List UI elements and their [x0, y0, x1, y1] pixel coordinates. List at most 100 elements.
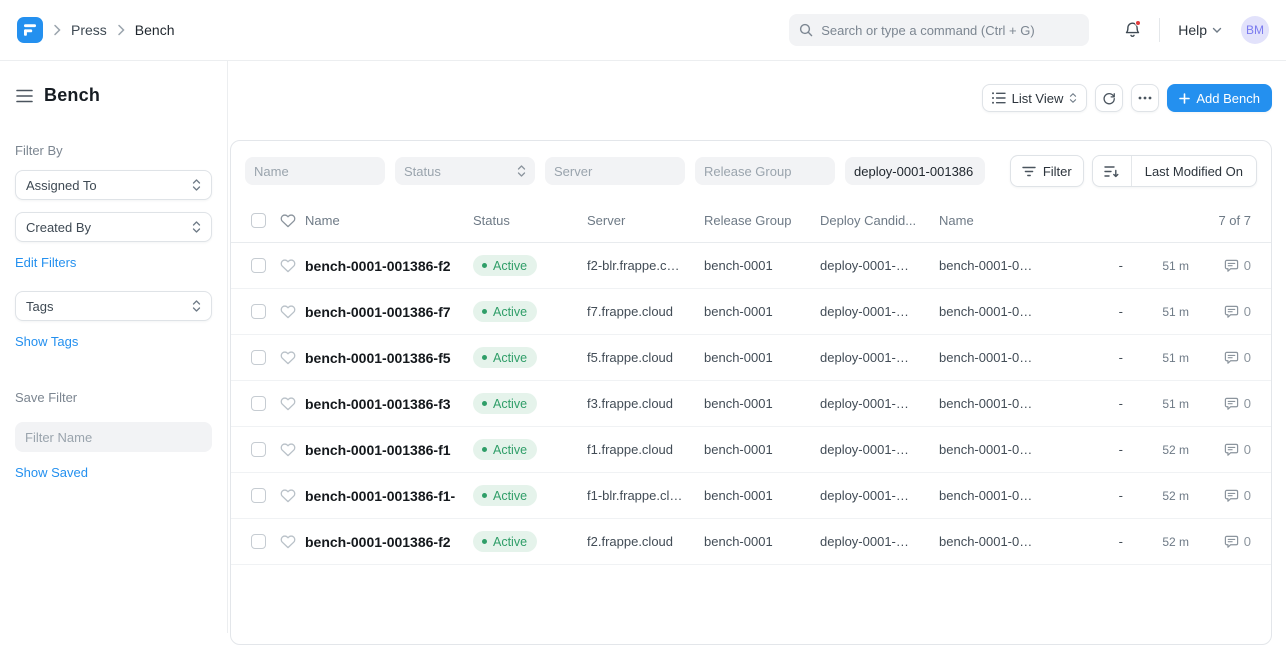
release-group-filter-field[interactable]: [695, 157, 835, 185]
deploy-candidate-filter-input[interactable]: [854, 164, 976, 179]
breadcrumb-bench[interactable]: Bench: [135, 22, 175, 38]
comment-count: 0: [1244, 488, 1251, 503]
name2-cell: bench-0001-0…: [939, 396, 1093, 411]
search-input[interactable]: [821, 23, 1079, 38]
assigned-to-select[interactable]: Assigned To: [15, 170, 212, 200]
assignee-cell: -: [1093, 442, 1137, 457]
column-header-name[interactable]: Name: [305, 213, 473, 228]
row-checkbox[interactable]: [251, 304, 266, 319]
row-checkbox[interactable]: [251, 396, 266, 411]
release-group-cell: bench-0001: [704, 534, 820, 549]
bench-name[interactable]: bench-0001-001386-f1: [305, 442, 473, 458]
row-checkbox[interactable]: [251, 350, 266, 365]
favorite-button[interactable]: [271, 396, 305, 411]
refresh-button[interactable]: [1095, 84, 1123, 112]
name2-cell: bench-0001-0…: [939, 442, 1093, 457]
bench-list-card: Status Filter: [230, 140, 1272, 645]
view-selector-button[interactable]: List View: [982, 84, 1088, 112]
filter-bar: Status Filter: [231, 141, 1271, 199]
save-filter-label: Save Filter: [15, 390, 212, 405]
release-group-filter-input[interactable]: [704, 164, 826, 179]
chevron-updown-icon: [1069, 92, 1077, 104]
filter-name-field[interactable]: [15, 422, 212, 452]
filter-name-input[interactable]: [25, 430, 202, 445]
favorite-button[interactable]: [271, 258, 305, 273]
favorite-button[interactable]: [271, 488, 305, 503]
table-row[interactable]: bench-0001-001386-f1- Active f1-blr.frap…: [231, 473, 1271, 519]
filter-icon: [1022, 166, 1036, 177]
favorite-button[interactable]: [271, 304, 305, 319]
status-filter-placeholder: Status: [404, 164, 441, 179]
column-header-name2[interactable]: Name: [939, 213, 1093, 228]
filter-button-label: Filter: [1043, 164, 1072, 179]
comments-cell: 0: [1195, 488, 1251, 503]
modified-time: 52 m: [1137, 489, 1195, 503]
bench-name[interactable]: bench-0001-001386-f2: [305, 534, 473, 550]
bench-name[interactable]: bench-0001-001386-f7: [305, 304, 473, 320]
created-by-label: Created By: [26, 220, 91, 235]
add-bench-button[interactable]: Add Bench: [1167, 84, 1272, 112]
column-header-status[interactable]: Status: [473, 213, 587, 228]
table-row[interactable]: bench-0001-001386-f7 Active f7.frappe.cl…: [231, 289, 1271, 335]
table-row[interactable]: bench-0001-001386-f5 Active f5.frappe.cl…: [231, 335, 1271, 381]
table-row[interactable]: bench-0001-001386-f2 Active f2.frappe.cl…: [231, 519, 1271, 565]
release-group-cell: bench-0001: [704, 258, 820, 273]
table-row[interactable]: bench-0001-001386-f2 Active f2-blr.frapp…: [231, 243, 1271, 289]
user-avatar[interactable]: BM: [1241, 16, 1269, 44]
row-checkbox[interactable]: [251, 442, 266, 457]
name-filter-input[interactable]: [254, 164, 376, 179]
table-row[interactable]: bench-0001-001386-f1 Active f1.frappe.cl…: [231, 427, 1271, 473]
row-checkbox[interactable]: [251, 258, 266, 273]
status-filter-select[interactable]: Status: [395, 157, 535, 185]
bench-name[interactable]: bench-0001-001386-f3: [305, 396, 473, 412]
row-checkbox[interactable]: [251, 534, 266, 549]
more-options-button[interactable]: [1131, 84, 1159, 112]
tags-select[interactable]: Tags: [15, 291, 212, 321]
frappe-logo[interactable]: [17, 17, 43, 43]
row-checkbox[interactable]: [251, 488, 266, 503]
select-all-checkbox[interactable]: [251, 213, 266, 228]
comments-cell: 0: [1195, 350, 1251, 365]
modified-time: 51 m: [1137, 305, 1195, 319]
filter-button[interactable]: Filter: [1010, 155, 1084, 187]
favorite-button[interactable]: [271, 534, 305, 549]
status-cell: Active: [473, 255, 587, 276]
column-header-release-group[interactable]: Release Group: [704, 213, 820, 228]
status-badge: Active: [473, 531, 537, 552]
bench-name[interactable]: bench-0001-001386-f1-: [305, 488, 473, 504]
breadcrumb-press[interactable]: Press: [71, 22, 107, 38]
column-header-deploy-candidate[interactable]: Deploy Candid...: [820, 213, 939, 228]
server-filter-input[interactable]: [554, 164, 676, 179]
deploy-candidate-cell: deploy-0001-…: [820, 258, 939, 273]
deploy-candidate-filter-field[interactable]: [845, 157, 985, 185]
global-search[interactable]: [789, 14, 1089, 46]
help-menu[interactable]: Help: [1178, 22, 1222, 38]
heart-icon: [280, 396, 296, 411]
menu-toggle-button[interactable]: [16, 89, 33, 103]
edit-filters-link[interactable]: Edit Filters: [15, 255, 76, 270]
name-filter-field[interactable]: [245, 157, 385, 185]
server-filter-field[interactable]: [545, 157, 685, 185]
bench-name[interactable]: bench-0001-001386-f5: [305, 350, 473, 366]
table-row[interactable]: bench-0001-001386-f3 Active f3.frappe.cl…: [231, 381, 1271, 427]
release-group-cell: bench-0001: [704, 304, 820, 319]
column-header-server[interactable]: Server: [587, 213, 704, 228]
main-content: List View Add Bench Status: [229, 61, 1286, 633]
comments-cell: 0: [1195, 258, 1251, 273]
show-saved-link[interactable]: Show Saved: [15, 465, 88, 480]
bench-name[interactable]: bench-0001-001386-f2: [305, 258, 473, 274]
sort-direction-button[interactable]: [1093, 156, 1131, 186]
assignee-cell: -: [1093, 396, 1137, 411]
created-by-select[interactable]: Created By: [15, 212, 212, 242]
comment-icon: [1224, 396, 1239, 411]
show-tags-link[interactable]: Show Tags: [15, 334, 78, 349]
favorite-button[interactable]: [271, 350, 305, 365]
notifications-button[interactable]: [1121, 19, 1143, 41]
status-cell: Active: [473, 393, 587, 414]
modified-time: 52 m: [1137, 535, 1195, 549]
favorite-button[interactable]: [271, 442, 305, 457]
sort-field-button[interactable]: Last Modified On: [1131, 156, 1256, 186]
add-bench-label: Add Bench: [1196, 91, 1260, 106]
status-cell: Active: [473, 485, 587, 506]
breadcrumb-chevron-icon: [117, 24, 125, 36]
